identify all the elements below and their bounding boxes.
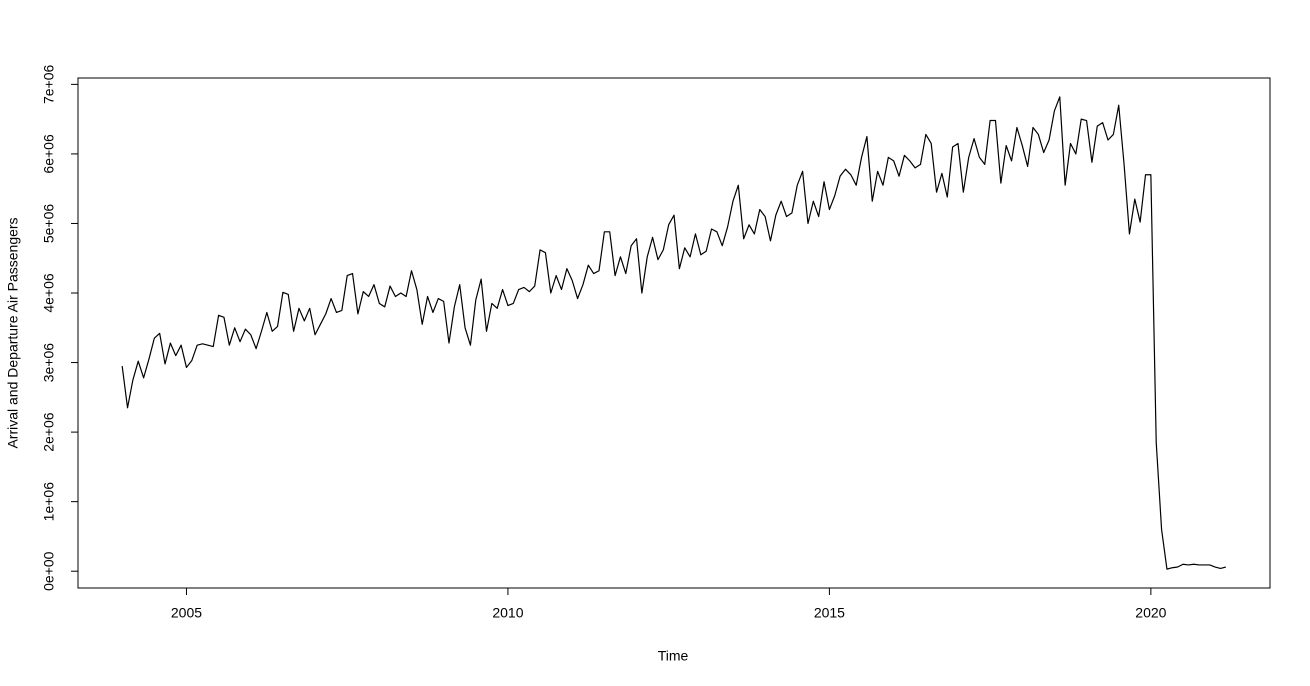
y-tick-label: 1e+06 bbox=[41, 482, 57, 522]
x-axis-title: Time bbox=[658, 648, 689, 664]
series-line bbox=[121, 96, 1227, 570]
y-tick-label: 4e+06 bbox=[41, 273, 57, 313]
x-tick-label: 2015 bbox=[814, 605, 845, 621]
y-axis-title: Arrival and Departure Air Passengers bbox=[5, 217, 21, 448]
x-tick-label: 2020 bbox=[1135, 605, 1166, 621]
y-tick-label: 6e+06 bbox=[41, 134, 57, 174]
x-tick-label: 2010 bbox=[492, 605, 523, 621]
y-tick-label: 0e+00 bbox=[41, 551, 57, 591]
y-tick-label: 7e+06 bbox=[41, 65, 57, 105]
y-tick-label: 3e+06 bbox=[41, 343, 57, 383]
y-tick-label: 5e+06 bbox=[41, 204, 57, 244]
y-tick-label: 2e+06 bbox=[41, 412, 57, 452]
x-tick-label: 2005 bbox=[171, 605, 202, 621]
